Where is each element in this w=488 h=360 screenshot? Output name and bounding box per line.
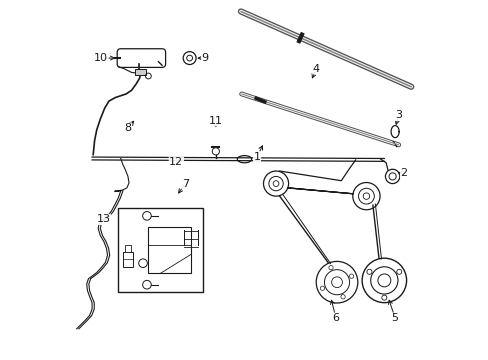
Text: 11: 11: [208, 116, 223, 126]
Bar: [136, 69, 142, 73]
Text: 4: 4: [312, 64, 319, 74]
Text: 5: 5: [391, 313, 398, 323]
Text: 9: 9: [201, 53, 208, 63]
Text: 3: 3: [394, 111, 402, 121]
Text: 2: 2: [400, 168, 407, 178]
Text: 10: 10: [94, 53, 108, 63]
Text: 13: 13: [96, 215, 110, 224]
Bar: [125, 245, 131, 252]
Text: 8: 8: [124, 123, 131, 133]
Text: 7: 7: [182, 179, 188, 189]
Bar: [135, 69, 145, 75]
Text: 1: 1: [253, 152, 260, 162]
FancyBboxPatch shape: [117, 49, 165, 67]
Bar: [118, 208, 202, 292]
Circle shape: [212, 148, 219, 155]
Bar: [123, 252, 133, 267]
Text: 6: 6: [332, 313, 339, 323]
Bar: [147, 226, 190, 273]
Text: 12: 12: [169, 157, 183, 167]
